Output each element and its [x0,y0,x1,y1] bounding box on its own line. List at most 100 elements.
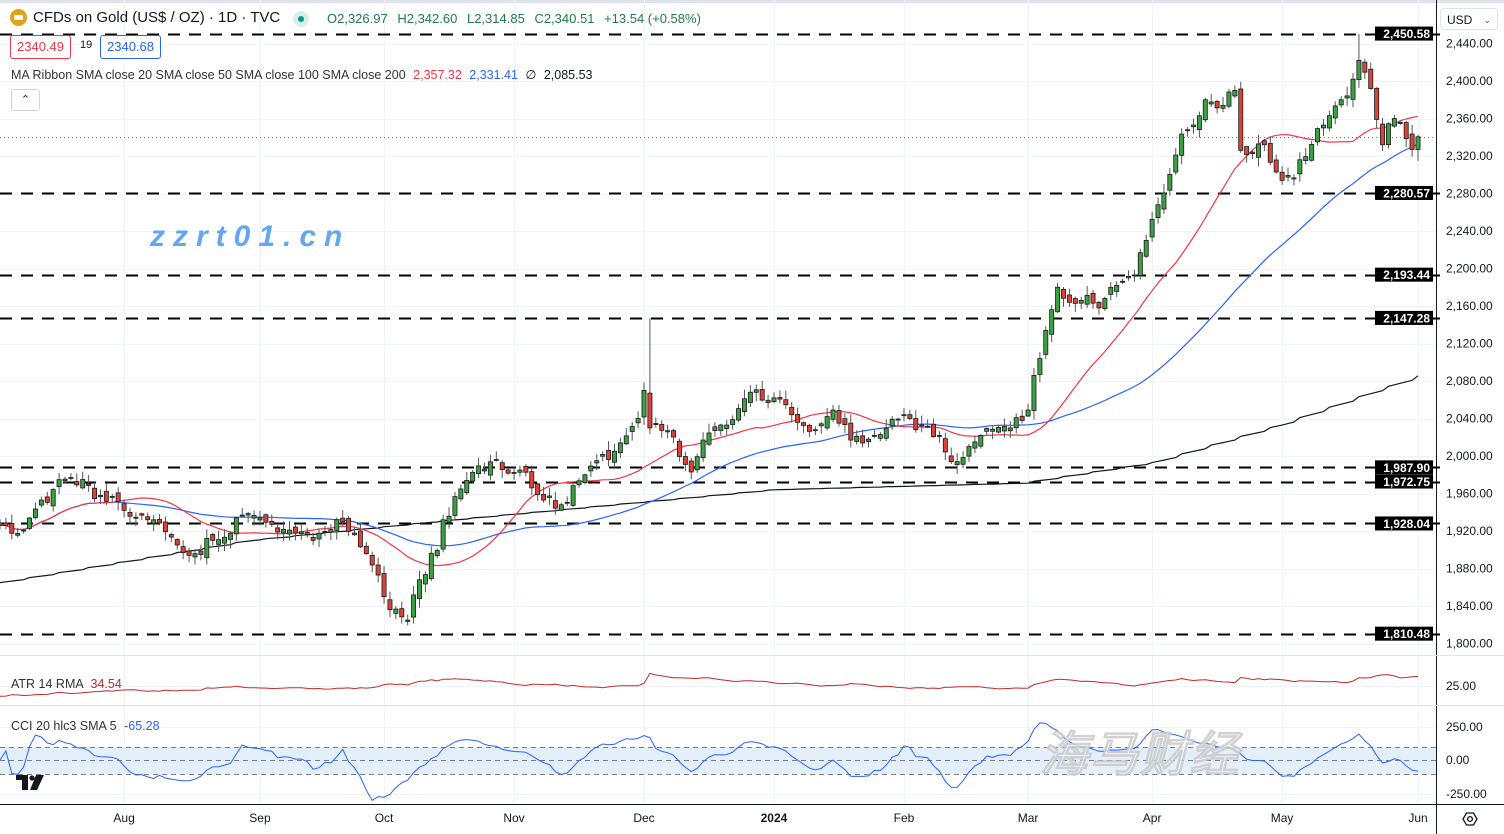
market-status-icon[interactable] [293,11,309,27]
candle-down [310,537,316,541]
candle-down [1214,101,1220,109]
high-value: H2,342.60 [397,11,458,26]
price-tick-label: 2,040.00 [1446,412,1493,426]
price-axis-labels[interactable]: 2,440.00 2,400.00 2,360.00 2,320.00 2,280.00… [1446,37,1493,802]
symbol-title-text: CFDs on Gold (US$ / OZ) · 1D · TVC [33,9,281,26]
price-tick-label: 2,080.00 [1446,374,1493,388]
candle-up [641,389,647,418]
indicator-tick-label: 0.00 [1446,753,1470,767]
ma-ribbon-legend[interactable]: MA Ribbon SMA close 20 SMA close 50 SMA … [11,67,593,82]
candle-down [174,539,180,546]
candle-down [1368,68,1374,89]
candle-up [617,442,623,454]
atr-legend[interactable]: ATR 14 RMA 34.54 [11,677,122,691]
candle-up [730,419,736,425]
candle-down [948,455,954,463]
time-axis-labels[interactable]: Aug Sep Oct Nov Dec 2024 Feb Mar Apr May Jun [113,811,1427,825]
sell-price-button[interactable]: 2340.49 [10,35,71,59]
candle-up [251,515,257,519]
candle-up [718,424,724,431]
indicator-tick-label: 250.00 [1446,720,1483,734]
price-tick-label: 2,120.00 [1446,337,1493,351]
candle-up [854,435,860,442]
close-value: C2,340.51 [534,11,595,26]
time-tick-label: Aug [113,811,134,825]
candle-down [1061,288,1066,299]
sma200-value: 2,085.53 [543,68,593,82]
time-tick-label: May [1271,811,1294,825]
candle-down [606,449,612,460]
candle-down [357,530,363,548]
collapse-legend-button[interactable]: ⌃ [11,89,40,111]
candle-up [298,531,304,534]
candle-down [381,573,387,598]
candle-up [216,539,222,545]
atr-value: 34.54 [90,677,122,691]
candle-down [499,462,505,471]
candle-up [1137,252,1143,277]
candle-down [931,423,936,437]
candle-up [736,408,742,421]
candle-up [877,434,883,439]
candle-down [647,392,653,429]
time-tick-label: Nov [503,811,524,825]
candle-up [700,439,706,459]
candle-down [765,399,771,403]
candle-down [671,430,677,438]
candle-up [151,519,157,524]
candle-down [74,481,80,486]
level-label-bg [1375,460,1433,475]
candle-down [907,414,913,419]
candle-up [547,495,552,498]
buy-price-button[interactable]: 2340.68 [100,35,161,59]
price-tick-label: 1,840.00 [1446,599,1493,613]
time-tick-label: 2024 [761,811,788,825]
candle-down [369,555,375,566]
settings-gear-icon[interactable] [1462,812,1478,826]
candle-down [812,429,818,432]
candle-down [1185,129,1191,132]
atr-label: ATR 14 RMA [11,677,84,691]
candle-up [1356,59,1362,81]
candle-up [883,428,889,439]
candle-down [505,469,511,474]
symbol-title[interactable]: CFDs on Gold (US$ / OZ) · 1D · TVC [10,9,280,26]
candle-up [1001,426,1007,432]
candle-down [275,527,281,533]
candle-up [1167,174,1173,191]
candle-down [1131,274,1137,277]
candle-up [411,594,417,618]
cci-legend[interactable]: CCI 20 hlc3 SMA 5 -65.28 [11,719,160,733]
tradingview-logo[interactable] [16,775,44,790]
candle-up [1303,156,1309,161]
candle-up [1007,427,1013,432]
candle-down [157,519,162,524]
candle-up [328,529,334,533]
candle-down [795,413,801,423]
candle-up [635,418,641,424]
time-tick-label: Sep [249,811,271,825]
candle-down [44,496,50,503]
candle-down [1403,122,1409,140]
candle-down [523,466,529,473]
candle-down [1090,292,1096,304]
price-tick-label: 2,360.00 [1446,112,1493,126]
level-label: 1,810.48 [1383,627,1430,641]
ohlc-values: O2,326.97 H2,342.60 L2,314.85 C2,340.51 … [327,11,707,26]
horizontal-levels[interactable] [0,33,1436,636]
level-label: 1,972.75 [1383,475,1430,489]
candle-up [1049,309,1055,335]
cci-band [0,747,1436,775]
level-label: 2,193.44 [1383,268,1430,282]
candle-down [806,424,812,432]
candle-up [1084,294,1090,305]
candle-down [659,423,665,431]
candle-down [564,501,570,504]
candle-up [1326,115,1332,129]
candle-down [789,406,795,416]
currency-select[interactable]: USD ⌄ [1440,8,1498,30]
candle-down [0,522,3,526]
price-tick-label: 2,160.00 [1446,299,1493,313]
